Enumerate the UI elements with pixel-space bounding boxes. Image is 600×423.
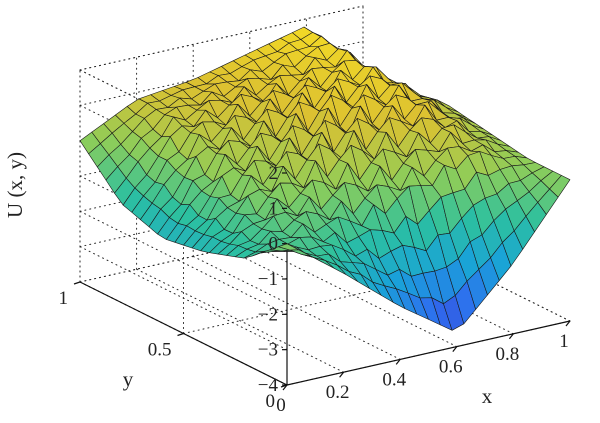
x-tick-mark bbox=[339, 371, 345, 378]
x-tick-label: 1 bbox=[559, 331, 569, 352]
x-tick-mark bbox=[508, 333, 514, 340]
z-tick-label: 0 bbox=[269, 234, 279, 255]
grid-line bbox=[249, 243, 458, 348]
grid-line bbox=[136, 268, 345, 373]
y-tick-label: 1 bbox=[59, 288, 69, 309]
z-tick-label: −2 bbox=[258, 304, 278, 325]
z-tick-label: 1 bbox=[269, 198, 279, 219]
y-tick-mark bbox=[177, 332, 184, 337]
y-axis-title: y bbox=[123, 367, 134, 391]
x-tick-mark bbox=[565, 320, 571, 327]
grid-line bbox=[79, 5, 364, 71]
surface-layer bbox=[79, 26, 571, 331]
x-axis-title: x bbox=[482, 384, 493, 408]
x-axis-line bbox=[286, 320, 571, 386]
z-axis-title: U (x, y) bbox=[3, 152, 27, 218]
z-tick-label: −4 bbox=[258, 375, 279, 396]
surface-patch bbox=[549, 175, 571, 198]
grid-line bbox=[183, 269, 467, 334]
y-tick-mark bbox=[73, 281, 81, 285]
x-tick-label: 0.4 bbox=[382, 369, 406, 390]
z-tick-label: −3 bbox=[258, 340, 278, 361]
y-tick-label: 0 bbox=[266, 391, 276, 412]
y-tick-mark bbox=[280, 384, 288, 388]
x-tick-label: 0.6 bbox=[439, 357, 463, 378]
y-tick-label: 0.5 bbox=[148, 340, 172, 361]
z-tick-label: 2 bbox=[269, 163, 279, 184]
z-tick-label: −1 bbox=[258, 269, 278, 290]
x-tick-mark bbox=[395, 359, 401, 365]
x-tick-label: 0.2 bbox=[326, 382, 350, 403]
x-tick-label: 0 bbox=[276, 395, 286, 416]
x-tick-mark bbox=[452, 346, 458, 352]
x-tick-label: 0.8 bbox=[496, 344, 520, 365]
